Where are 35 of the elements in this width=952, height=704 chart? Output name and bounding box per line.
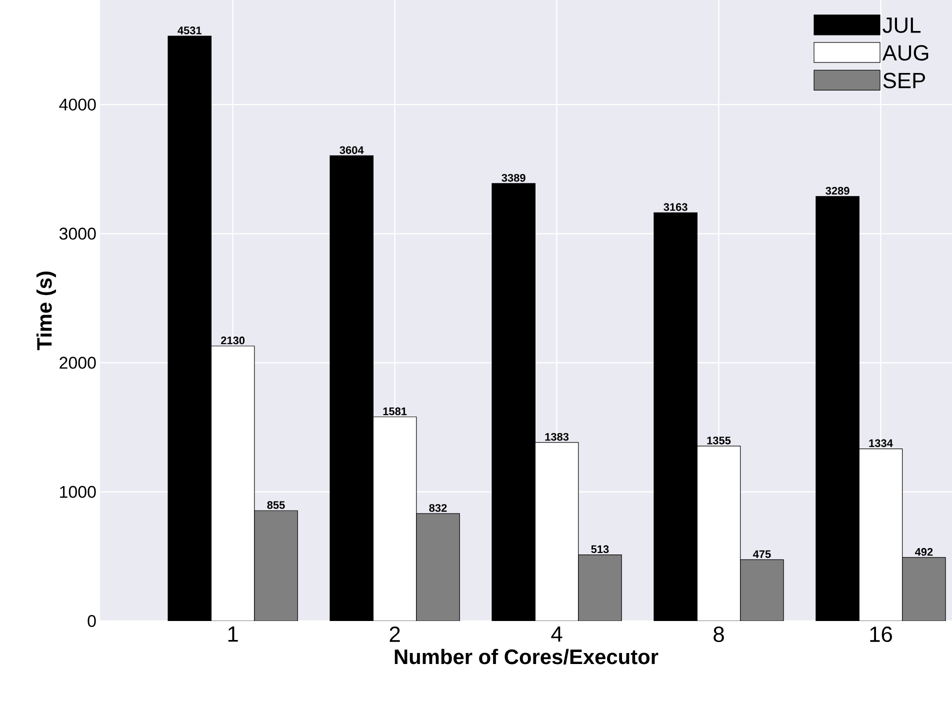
data-label: 3389 — [502, 174, 526, 182]
data-label: 3163 — [664, 203, 688, 211]
y-tick-label: 1000 — [60, 486, 96, 498]
x-tick-label: 4 — [551, 626, 562, 642]
x-tick-label: 8 — [714, 626, 724, 642]
legend-label: AUG — [882, 45, 928, 61]
data-label: 832 — [429, 504, 447, 512]
x-axis-title: Number of Cores/Executor — [394, 648, 658, 664]
bar — [254, 510, 298, 621]
y-tick-label: 4000 — [59, 98, 96, 111]
y-tick-label: 2000 — [60, 356, 96, 369]
data-label: 2130 — [221, 336, 245, 344]
data-label: 492 — [914, 548, 933, 556]
data-label: 475 — [752, 550, 771, 558]
x-tick-label: 2 — [390, 626, 400, 642]
bar — [416, 514, 460, 621]
bar — [902, 557, 946, 621]
bar — [740, 560, 784, 621]
y-tick-label: 0 — [88, 615, 96, 627]
data-label: 4531 — [178, 26, 202, 34]
data-label: 1334 — [869, 439, 893, 448]
x-tick-label: 1 — [228, 626, 238, 642]
legend-label: SEP — [883, 72, 925, 88]
x-tick-label: 16 — [870, 626, 892, 642]
data-label: 855 — [267, 501, 285, 509]
bar — [578, 554, 622, 621]
data-label: 1355 — [707, 436, 731, 444]
data-label: 513 — [591, 545, 609, 554]
y-tick-label: 3000 — [59, 228, 96, 240]
legend-label: JUL — [882, 18, 921, 33]
data-label: 3604 — [340, 146, 364, 154]
data-label: 1383 — [545, 432, 569, 441]
data-label: 3289 — [826, 186, 850, 195]
y-axis-title: Time (s) — [36, 272, 56, 350]
data-label: 1581 — [383, 407, 407, 416]
